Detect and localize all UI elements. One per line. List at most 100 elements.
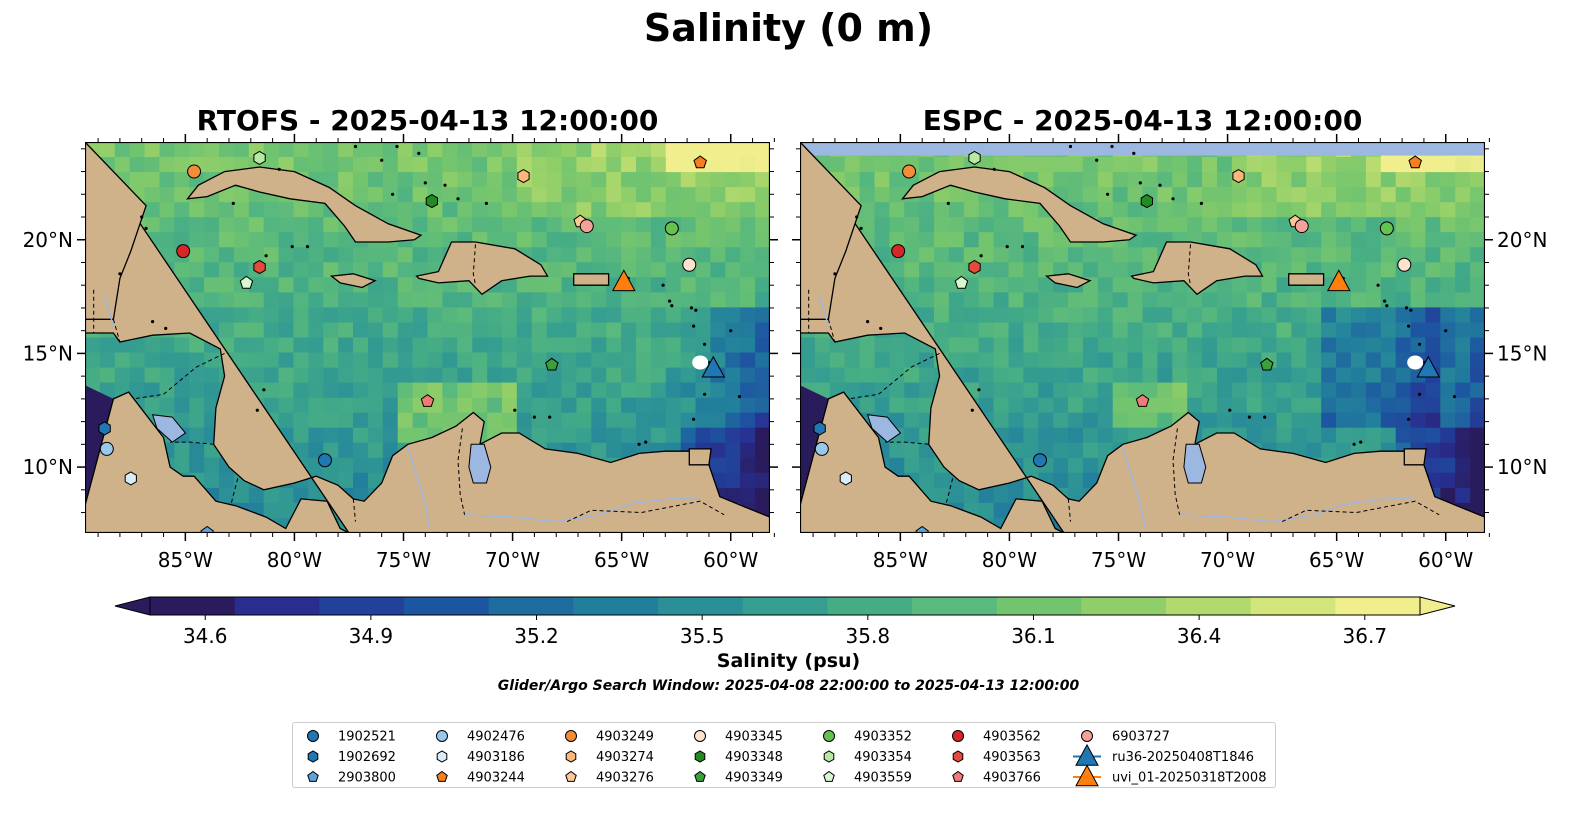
search-window-caption: Glider/Argo Search Window: 2025-04-08 22… bbox=[497, 678, 1080, 694]
colorbar-label: Salinity (psu) bbox=[716, 650, 861, 672]
colorbar-tick-label: 35.5 bbox=[680, 624, 725, 648]
float-1902692-marker bbox=[98, 421, 111, 436]
colorbar-tick-label: 34.9 bbox=[349, 624, 394, 648]
float-4903348-marker bbox=[1140, 194, 1153, 209]
lon-tick-label: 80°W bbox=[982, 548, 1037, 572]
legend-marker-4903766 bbox=[952, 770, 964, 782]
float-4903348-marker bbox=[425, 194, 438, 209]
float-4903563-marker bbox=[253, 259, 266, 275]
colorbar-segment bbox=[319, 597, 405, 615]
legend-marker-4903352 bbox=[823, 730, 835, 742]
lat-tick-label: 10°N bbox=[23, 455, 73, 479]
float-4903562-marker bbox=[891, 244, 906, 259]
legend-marker-1902521 bbox=[307, 730, 319, 742]
svg-text:1902692: 1902692 bbox=[338, 750, 396, 765]
float-4903249-marker bbox=[902, 164, 917, 179]
glider-ru36-20250408T1846-marker bbox=[701, 355, 726, 378]
float-4903354-marker bbox=[253, 150, 266, 165]
lat-tick-label: 10°N bbox=[1497, 455, 1547, 479]
svg-text:6903727: 6903727 bbox=[1112, 730, 1170, 745]
colorbar-tick-label: 35.2 bbox=[514, 624, 559, 648]
colorbar-tick-label: 36.7 bbox=[1343, 624, 1388, 648]
legend-marker-uvi_01-20250318T2008 bbox=[1075, 764, 1099, 787]
colorbar-segment bbox=[1166, 597, 1252, 615]
figure-title: Salinity (0 m) bbox=[643, 6, 934, 50]
legend-marker-4903559 bbox=[823, 770, 835, 782]
legend-entry: 4903249 bbox=[565, 730, 654, 745]
legend-entry: 6903727 bbox=[1081, 730, 1170, 745]
lat-tick-label: 15°N bbox=[1497, 341, 1547, 365]
legend-entry: 1902692 bbox=[307, 750, 396, 765]
espc-panel-title: ESPC - 2025-04-13 12:00:00 bbox=[922, 104, 1363, 137]
legend-entry: 4903349 bbox=[694, 770, 783, 786]
colorbar-segment bbox=[912, 597, 998, 615]
lon-tick-label: 60°W bbox=[703, 548, 758, 572]
legend-marker-4903186 bbox=[436, 750, 448, 763]
float-4903562-marker bbox=[176, 244, 191, 259]
legend-marker-4903562 bbox=[952, 730, 964, 742]
lon-tick-label: 65°W bbox=[594, 548, 649, 572]
lon-tick-label: 60°W bbox=[1418, 548, 1473, 572]
float-6903727-marker bbox=[1294, 219, 1309, 234]
svg-text:ru36-20250408T1846: ru36-20250408T1846 bbox=[1112, 750, 1254, 765]
glider-ru36-20250408T1846-marker bbox=[1416, 355, 1441, 378]
float-4903274-marker bbox=[1232, 169, 1245, 184]
float-4903345-marker bbox=[1397, 257, 1412, 272]
colorbar-segment bbox=[404, 597, 490, 615]
float-2903800-marker bbox=[200, 525, 214, 533]
lon-tick-label: 80°W bbox=[267, 548, 322, 572]
lat-tick-label: 20°N bbox=[23, 228, 73, 252]
colorbar-segment bbox=[658, 597, 744, 615]
glider-uvi_01-20250318T2008-marker bbox=[1326, 269, 1351, 292]
float-4903345-marker bbox=[682, 257, 697, 272]
salinity-colorbar: 34.6 34.9 35.2 35.5 35.8 36.1 36.4 36.7 bbox=[114, 596, 1456, 648]
colorbar-segment bbox=[150, 597, 236, 615]
legend-marker-4903349 bbox=[694, 770, 706, 782]
float-4903349-marker bbox=[545, 357, 559, 371]
float-4903352-marker bbox=[664, 221, 679, 236]
float-4903563-marker bbox=[968, 259, 981, 275]
legend-entry: 4903345 bbox=[694, 730, 783, 745]
legend-marker-4903563 bbox=[952, 750, 964, 763]
svg-text:4903562: 4903562 bbox=[983, 730, 1041, 745]
legend-entry: 4903348 bbox=[694, 750, 783, 765]
float-4903186-marker bbox=[839, 471, 852, 486]
legend-entry: 4902476 bbox=[436, 730, 525, 745]
colorbar-tick-label: 36.4 bbox=[1177, 624, 1222, 648]
colorbar-segment bbox=[573, 597, 659, 615]
float-4902476-marker bbox=[814, 441, 829, 456]
svg-text:4902476: 4902476 bbox=[467, 730, 525, 745]
legend-entry: 2903800 bbox=[307, 771, 396, 786]
colorbar-segment bbox=[827, 597, 913, 615]
svg-text:4903348: 4903348 bbox=[725, 750, 783, 765]
float-4903354-marker bbox=[968, 150, 981, 165]
colorbar-tick-label: 34.6 bbox=[183, 624, 228, 648]
legend-marker-4903249 bbox=[565, 730, 577, 742]
legend-marker-4902476 bbox=[436, 730, 448, 742]
lon-tick-label: 70°W bbox=[1200, 548, 1255, 572]
legend-entry: uvi_01-20250318T2008 bbox=[1073, 764, 1266, 787]
svg-text:4903563: 4903563 bbox=[983, 750, 1041, 765]
float-4903559-marker bbox=[239, 275, 254, 289]
rtofs-map bbox=[85, 142, 770, 533]
legend-marker-4903276 bbox=[565, 770, 577, 782]
float-4902476-marker bbox=[99, 441, 114, 456]
svg-text:4903249: 4903249 bbox=[596, 730, 654, 745]
legend-marker-4903345 bbox=[694, 730, 706, 742]
float-4903244-marker bbox=[693, 155, 707, 169]
legend-entry: ru36-20250408T1846 bbox=[1073, 743, 1254, 766]
legend-entry: 4903186 bbox=[436, 750, 525, 765]
svg-text:4903766: 4903766 bbox=[983, 771, 1041, 786]
legend-marker-ru36-20250408T1846 bbox=[1075, 743, 1099, 766]
espc-map bbox=[800, 142, 1485, 533]
colorbar-segment bbox=[1335, 597, 1421, 615]
legend-entry: 4903244 bbox=[436, 771, 525, 786]
lat-tick-label: 20°N bbox=[1497, 228, 1547, 252]
lon-tick-label: 85°W bbox=[158, 548, 213, 572]
float-2903800-marker bbox=[915, 525, 929, 533]
float-4903559-marker bbox=[954, 275, 969, 289]
rtofs-panel-title: RTOFS - 2025-04-13 12:00:00 bbox=[196, 104, 659, 137]
lon-tick-label: 70°W bbox=[485, 548, 540, 572]
colorbar-segment bbox=[996, 597, 1082, 615]
float-1902521-marker bbox=[317, 453, 332, 468]
